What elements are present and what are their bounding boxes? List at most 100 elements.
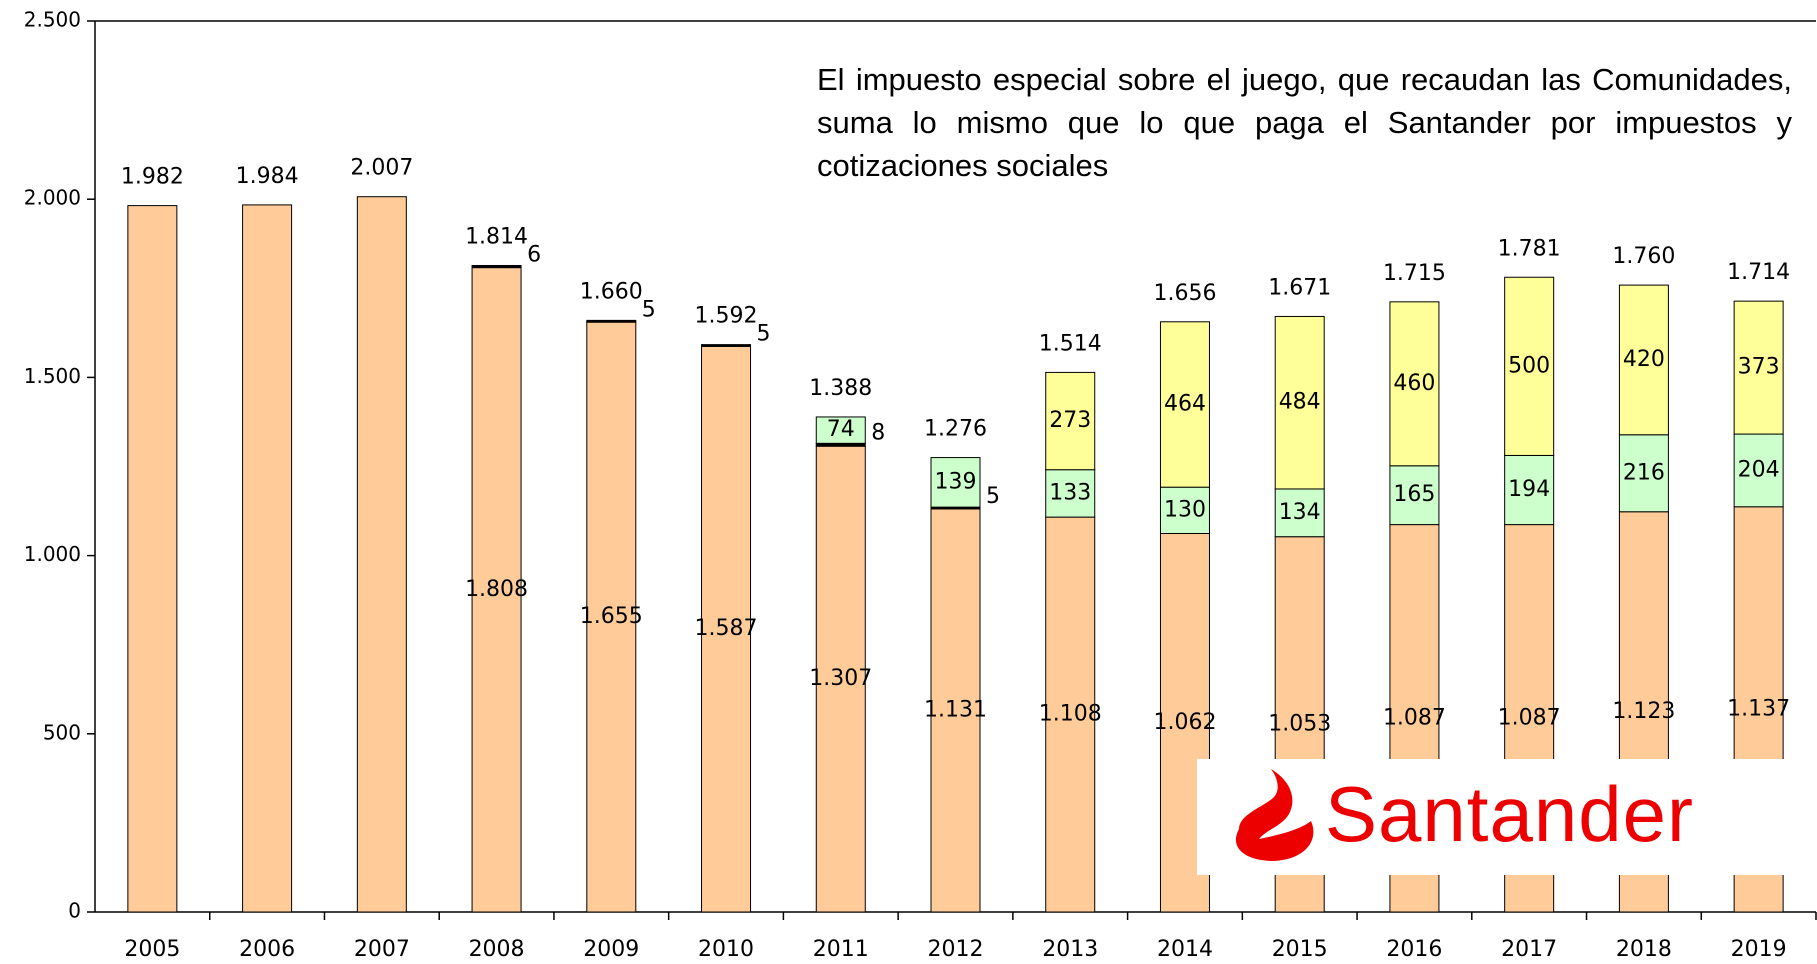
bar-segment <box>127 205 178 913</box>
data-label: 1.108 <box>1039 702 1102 727</box>
data-label: 1.808 <box>465 577 528 602</box>
data-label: 5 <box>986 484 1000 509</box>
x-tick-label: 2007 <box>354 937 410 962</box>
total-label: 1.781 <box>1498 236 1561 261</box>
bar-segment <box>356 196 407 913</box>
bar-segment <box>1504 276 1555 456</box>
y-tick-label: 1.500 <box>24 364 81 388</box>
data-label: 1.087 <box>1498 705 1561 730</box>
x-tick-label: 2017 <box>1501 937 1557 962</box>
data-label: 464 <box>1164 391 1206 416</box>
bar-segment <box>815 416 866 444</box>
data-label: 273 <box>1049 408 1091 433</box>
data-label: 165 <box>1393 482 1435 507</box>
total-label: 2.007 <box>350 156 413 181</box>
data-label: 1.655 <box>580 604 643 629</box>
total-label: 1.276 <box>924 417 987 442</box>
x-tick-label: 2015 <box>1272 937 1328 962</box>
total-label: 1.388 <box>809 376 872 401</box>
logo: Santander <box>1197 759 1817 875</box>
data-label: 1.062 <box>1153 710 1216 735</box>
logo-flame <box>1235 769 1314 861</box>
x-tick-label: 2016 <box>1386 937 1442 962</box>
data-label: 1.087 <box>1383 705 1446 730</box>
x-tick-label: 2008 <box>469 937 525 962</box>
total-label: 1.982 <box>121 165 184 190</box>
data-label: 74 <box>827 417 855 442</box>
x-tick-label: 2006 <box>239 937 295 962</box>
data-label: 1.137 <box>1727 696 1790 721</box>
data-label: 133 <box>1049 480 1091 505</box>
total-label: 1.671 <box>1268 275 1331 300</box>
total-label: 1.660 <box>580 279 643 304</box>
bar-segment <box>1733 300 1784 435</box>
total-label: 1.984 <box>236 164 299 189</box>
bar-segment <box>586 321 637 913</box>
data-label: 500 <box>1508 353 1550 378</box>
total-label: 1.760 <box>1612 244 1675 269</box>
x-tick-label: 2019 <box>1731 937 1787 962</box>
bar-segment <box>1389 465 1440 526</box>
y-tick-label: 2.000 <box>24 186 81 210</box>
bar-segment <box>930 457 981 508</box>
data-label: 1.123 <box>1612 699 1675 724</box>
data-label: 204 <box>1738 457 1780 482</box>
bar-segment <box>815 445 866 913</box>
y-tick-label: 2.500 <box>24 8 81 32</box>
bar-segment <box>1733 433 1784 508</box>
total-label: 1.656 <box>1153 281 1216 306</box>
bar-segment <box>1045 516 1096 913</box>
total-label: 1.592 <box>695 304 758 329</box>
bar-segment <box>1618 284 1669 436</box>
x-tick-label: 2012 <box>928 937 984 962</box>
y-tick-label: 500 <box>43 720 81 744</box>
bar-segment <box>586 319 637 323</box>
bar-segment <box>1274 488 1325 538</box>
bar-segment <box>1389 301 1440 467</box>
bar-segment <box>1504 454 1555 526</box>
data-label: 420 <box>1623 347 1665 372</box>
x-tick-label: 2013 <box>1042 937 1098 962</box>
data-label: 1.053 <box>1268 711 1331 736</box>
x-tick-label: 2009 <box>583 937 639 962</box>
x-tick-label: 2005 <box>124 937 180 962</box>
data-label: 194 <box>1508 477 1550 502</box>
data-label: 460 <box>1393 371 1435 396</box>
data-label: 139 <box>935 469 977 494</box>
bar-segment <box>471 264 522 269</box>
bar-segment <box>701 345 752 913</box>
data-label: 484 <box>1279 390 1321 415</box>
data-label: 1.131 <box>924 697 987 722</box>
bar-segment <box>1159 486 1210 535</box>
total-label: 1.715 <box>1383 261 1446 286</box>
data-label: 373 <box>1738 355 1780 380</box>
annotation: El impuesto especial sobre el juego, que… <box>817 62 1792 183</box>
bar-segment <box>471 267 522 913</box>
total-label: 1.514 <box>1039 331 1102 356</box>
data-label: 8 <box>871 420 885 445</box>
bar-segment <box>1159 321 1210 488</box>
total-label: 1.814 <box>465 224 528 249</box>
bar-segment <box>242 204 293 913</box>
logo-text: Santander <box>1325 770 1694 858</box>
bar-segment <box>1274 315 1325 490</box>
total-label: 1.714 <box>1727 260 1790 285</box>
x-tick-label: 2011 <box>813 937 869 962</box>
x-tick-label: 2010 <box>698 937 754 962</box>
bar-segment <box>930 508 981 913</box>
data-label: 130 <box>1164 497 1206 522</box>
x-tick-label: 2018 <box>1616 937 1672 962</box>
bar-segment <box>1045 371 1096 471</box>
y-tick-label: 1.000 <box>24 542 81 566</box>
data-label: 134 <box>1279 500 1321 525</box>
data-label: 6 <box>527 242 541 267</box>
data-label: 5 <box>757 322 771 347</box>
data-label: 5 <box>642 297 656 322</box>
data-label: 1.307 <box>809 666 872 691</box>
y-tick-label: 0 <box>68 899 81 923</box>
data-label: 1.587 <box>695 616 758 641</box>
bar-segment <box>701 344 752 347</box>
data-label: 216 <box>1623 460 1665 485</box>
